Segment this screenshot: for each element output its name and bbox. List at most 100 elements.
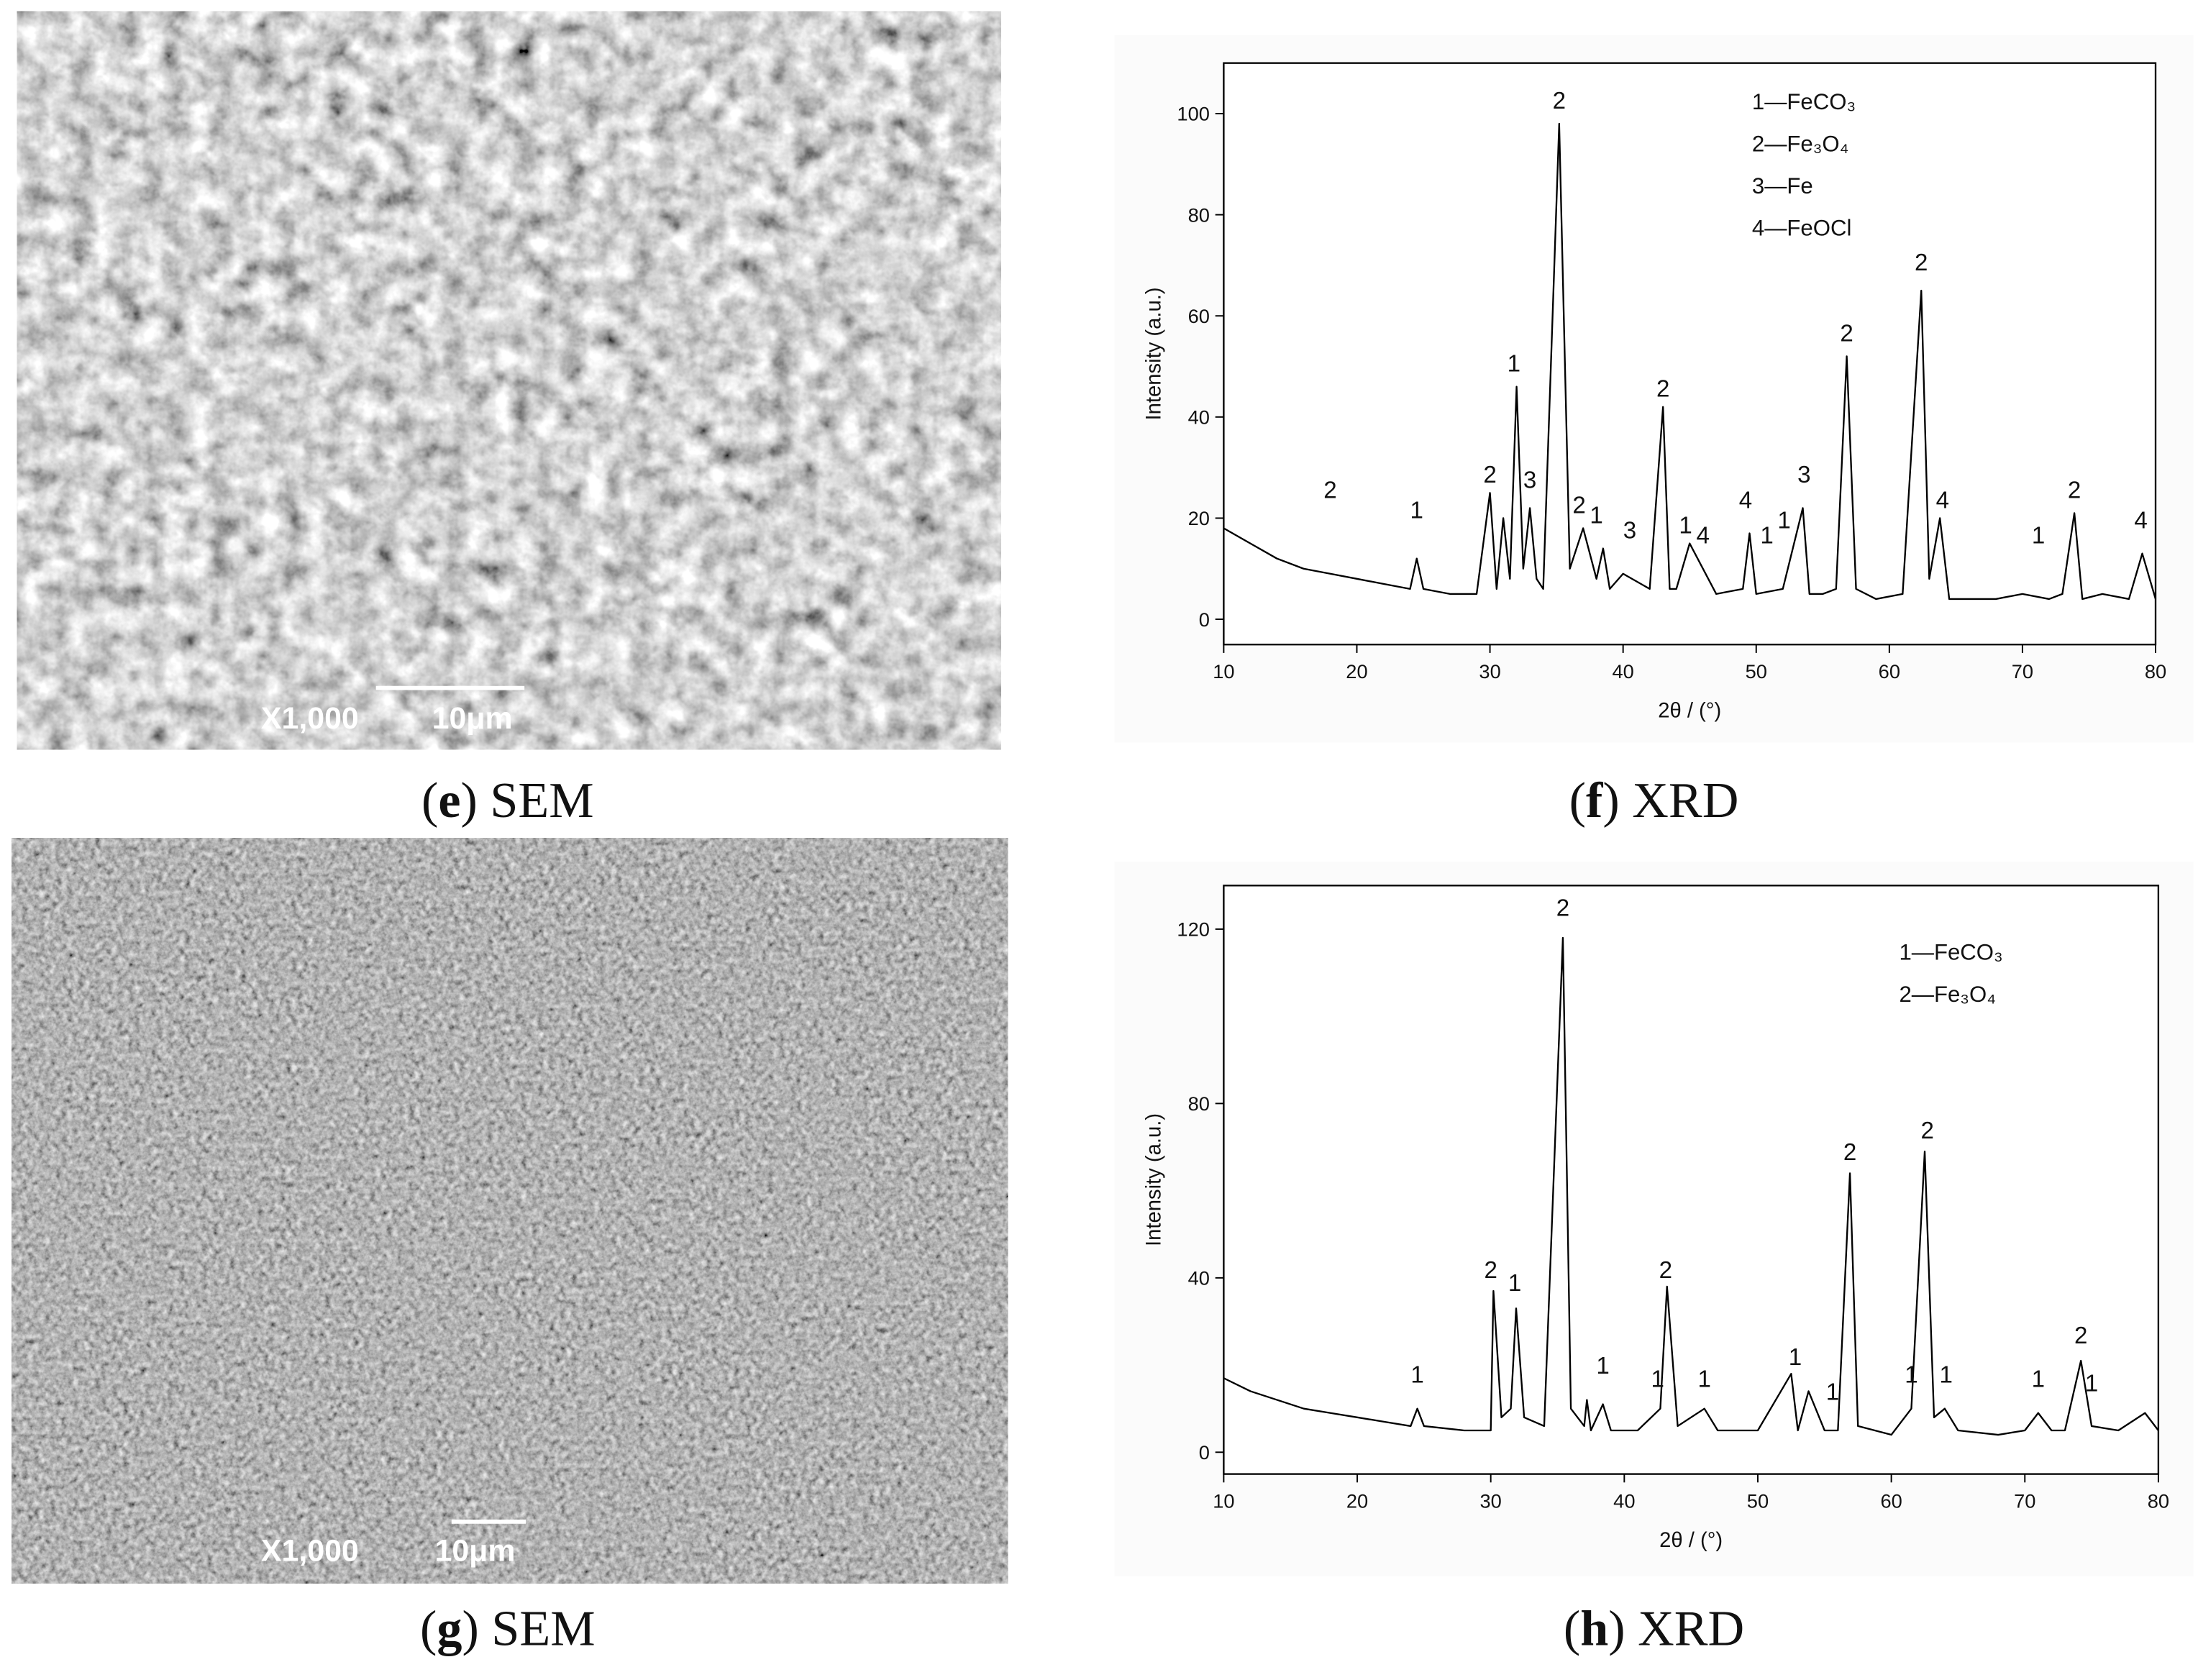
x-tick-label: 60 — [1879, 660, 1900, 682]
peak-label: 4 — [1936, 487, 1949, 513]
caption: (h) XRD — [1564, 1601, 1744, 1656]
legend-entry: 2—Fe₃O₄ — [1899, 982, 1995, 1007]
caption: (g) SEM — [420, 1601, 596, 1656]
peak-label: 1 — [1679, 513, 1692, 539]
caption-part: ) SEM — [461, 773, 594, 828]
peak-label: 3 — [1523, 467, 1536, 493]
y-tick-label: 80 — [1188, 1092, 1210, 1115]
y-axis-label: Intensity (a.u.) — [1143, 287, 1166, 420]
x-tick-label: 20 — [1346, 660, 1367, 682]
legend-entry: 1—FeCO₃ — [1752, 89, 1856, 114]
peak-label: 1 — [1596, 1353, 1609, 1379]
x-tick-label: 40 — [1613, 1489, 1635, 1512]
peak-label: 4 — [1739, 487, 1752, 513]
peak-label: 2 — [1659, 1257, 1672, 1284]
peak-label: 1 — [2032, 523, 2045, 549]
y-axis-label: Intensity (a.u.) — [1143, 1113, 1166, 1246]
caption-part: e — [438, 773, 460, 828]
peak-label: 1 — [2085, 1370, 2098, 1397]
caption-part: ) XRD — [1608, 1601, 1744, 1656]
y-tick-label: 120 — [1177, 918, 1210, 941]
y-tick-label: 40 — [1188, 406, 1210, 429]
sem-image — [17, 11, 1001, 750]
peak-label: 2 — [1843, 1139, 1856, 1166]
y-tick-label: 80 — [1188, 204, 1210, 226]
peak-label: 2 — [1553, 88, 1566, 114]
peak-label: 3 — [1797, 462, 1810, 488]
peak-label: 1 — [1410, 1361, 1423, 1388]
caption-part: ( — [1564, 1601, 1580, 1656]
x-tick-label: 70 — [2014, 1489, 2035, 1512]
caption-part: f — [1586, 773, 1604, 828]
y-tick-label: 20 — [1188, 507, 1210, 529]
spectrum-line — [1223, 936, 2159, 1436]
legend-entry: 1—FeCO₃ — [1899, 940, 2002, 965]
peak-label: 2 — [1556, 895, 1569, 922]
plot-frame — [1223, 62, 2157, 646]
caption-part: ( — [420, 1601, 437, 1656]
peak-label: 2 — [1483, 462, 1496, 488]
legend-entry: 3—Fe — [1752, 173, 1813, 198]
caption-part: ) SEM — [462, 1601, 595, 1656]
y-tick-label: 0 — [1199, 608, 1210, 631]
peak-label: 1 — [1508, 1270, 1521, 1297]
peak-label: 2 — [1840, 320, 1853, 347]
peak-label: 2 — [1484, 1257, 1497, 1284]
sem-image — [12, 838, 1008, 1584]
peak-label: 1 — [1789, 1344, 1802, 1371]
peak-label: 1 — [1760, 523, 1773, 549]
magnification: X1,000 — [261, 701, 359, 736]
caption: (f) XRD — [1569, 773, 1739, 828]
y-tick-label: 60 — [1188, 305, 1210, 327]
plot-frame — [1223, 885, 2160, 1475]
magnification: X1,000 — [261, 1533, 359, 1568]
peak-label: 1 — [2032, 1366, 2045, 1392]
peak-label: 2 — [1572, 492, 1585, 519]
caption-part: ) XRD — [1602, 773, 1738, 828]
x-tick-label: 10 — [1213, 660, 1234, 682]
peak-label: 2 — [1323, 477, 1336, 503]
caption: (e) SEM — [421, 773, 594, 828]
y-tick-label: 100 — [1177, 103, 1210, 125]
peak-label: 1 — [1698, 1366, 1711, 1392]
x-tick-label: 50 — [1746, 660, 1767, 682]
peak-label: 1 — [1940, 1361, 1953, 1388]
scale-bar-label: 10μm — [435, 1533, 516, 1568]
y-tick-label: 40 — [1188, 1267, 1210, 1289]
peak-label: 4 — [2134, 508, 2147, 534]
y-tick-label: 0 — [1199, 1441, 1210, 1464]
x-tick-label: 50 — [1747, 1489, 1769, 1512]
peak-label: 2 — [2068, 477, 2081, 503]
x-tick-label: 10 — [1213, 1489, 1234, 1512]
caption-part: ( — [421, 773, 438, 828]
caption-part: ( — [1569, 773, 1586, 828]
x-tick-label: 30 — [1480, 1489, 1502, 1512]
peak-label: 1 — [1905, 1361, 1917, 1388]
peak-label: 2 — [1656, 376, 1669, 403]
peak-label: 1 — [1508, 351, 1520, 378]
x-tick-label: 70 — [2012, 660, 2033, 682]
peak-label: 3 — [1623, 518, 1636, 544]
peak-label: 1 — [1651, 1366, 1664, 1392]
peak-label: 1 — [1826, 1379, 1839, 1406]
spectrum-line — [1223, 122, 2157, 601]
peak-label: 4 — [1697, 523, 1710, 549]
legend-entry: 4—FeOCl — [1752, 215, 1852, 240]
peak-label: 2 — [1915, 250, 1928, 276]
x-tick-label: 40 — [1612, 660, 1633, 682]
caption-part: h — [1580, 1601, 1608, 1656]
x-axis-label: 2θ / (°) — [1658, 700, 1721, 723]
peak-label: 2 — [1921, 1118, 1934, 1144]
peak-label: 1 — [1590, 502, 1602, 529]
x-tick-label: 30 — [1479, 660, 1500, 682]
caption-part: g — [437, 1601, 462, 1656]
peak-label: 2 — [2074, 1323, 2087, 1349]
peak-label: 1 — [1410, 497, 1423, 524]
scale-bar-label: 10μm — [432, 701, 513, 736]
peak-label: 1 — [1777, 508, 1790, 534]
legend-entry: 2—Fe₃O₄ — [1752, 131, 1848, 156]
x-tick-label: 60 — [1880, 1489, 1902, 1512]
x-tick-label: 80 — [2148, 1489, 2169, 1512]
